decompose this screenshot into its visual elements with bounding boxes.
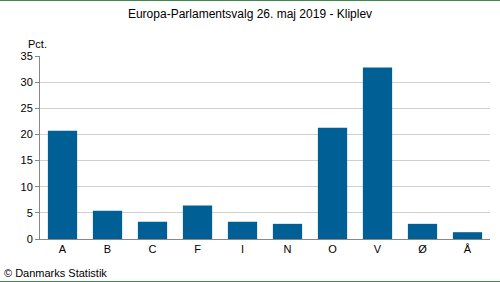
svg-text:A: A [59, 243, 67, 255]
svg-text:Europa-Parlamentsvalg 26. maj: Europa-Parlamentsvalg 26. maj 2019 - Kli… [128, 7, 372, 21]
svg-text:10: 10 [21, 181, 33, 193]
svg-text:15: 15 [21, 154, 33, 166]
svg-text:© Danmarks Statistik: © Danmarks Statistik [4, 267, 107, 279]
svg-text:35: 35 [21, 50, 33, 62]
svg-text:C: C [149, 243, 157, 255]
svg-text:0: 0 [27, 233, 33, 245]
svg-text:N: N [284, 243, 292, 255]
svg-text:30: 30 [21, 76, 33, 88]
svg-text:F: F [194, 243, 201, 255]
svg-text:O: O [328, 243, 337, 255]
svg-text:5: 5 [27, 207, 33, 219]
svg-text:I: I [241, 243, 244, 255]
svg-text:20: 20 [21, 128, 33, 140]
svg-text:Pct.: Pct. [28, 38, 47, 50]
svg-text:Ø: Ø [418, 243, 427, 255]
svg-text:B: B [104, 243, 111, 255]
svg-text:25: 25 [21, 102, 33, 114]
svg-text:Å: Å [464, 243, 472, 255]
svg-text:V: V [374, 243, 382, 255]
